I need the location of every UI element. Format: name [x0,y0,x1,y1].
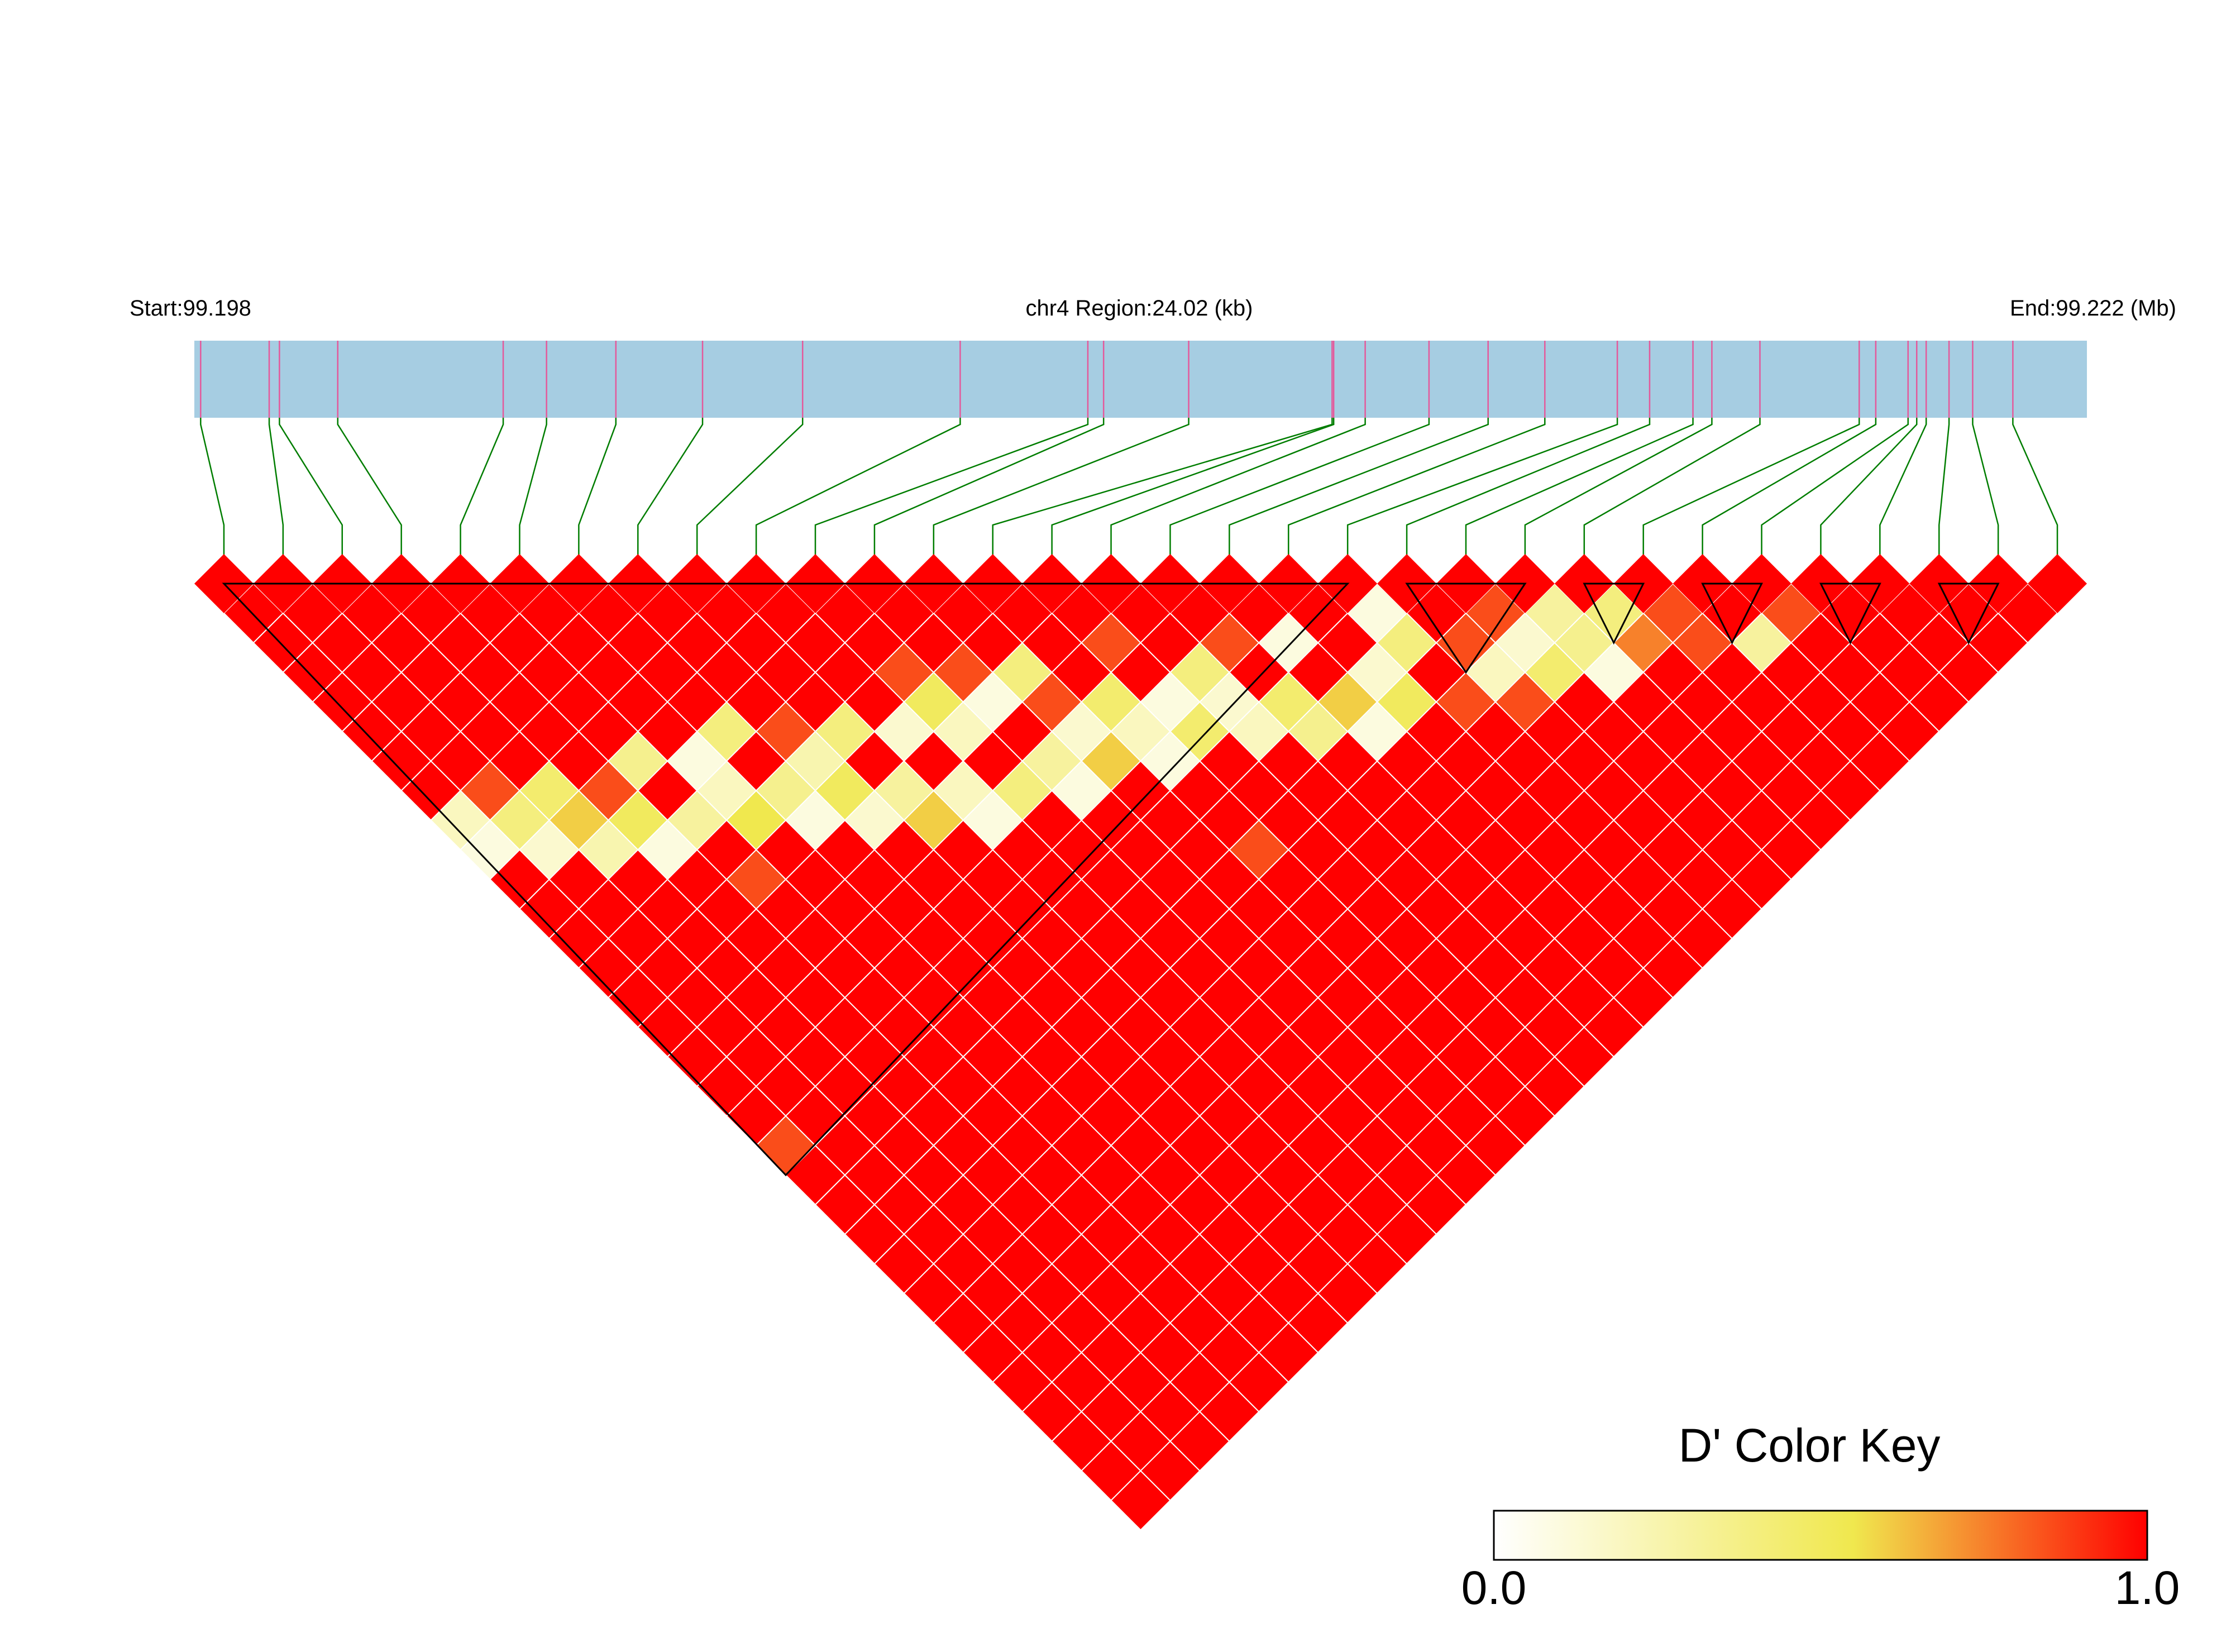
marker-connector [1288,418,1546,572]
marker-connector [460,418,504,572]
ld-block-outline [1701,583,1763,645]
marker-connector [1642,418,1860,572]
ld-cells [194,554,2087,1531]
marker-connector [1879,418,1927,572]
marker-connector [519,418,547,572]
region-start-label: Start:99.198 [130,296,251,321]
ld-block-outline [1937,583,2000,645]
marker-connector [1761,418,1909,572]
marker-connector [755,418,961,572]
marker-connector [268,418,284,572]
ld-block-outlines [222,583,2000,1177]
gene-track-bar [194,341,2087,418]
region-size-label: chr4 Region:24.02 (kb) [1025,296,1253,321]
marker-connector [1110,418,1366,572]
marker-connector [1702,418,1877,572]
ld-block-outline [1583,583,1645,645]
marker-diamond [2028,554,2087,613]
color-key-title: D' Color Key [1678,1419,1941,1472]
marker-connector [1938,418,1950,572]
color-key-min-label: 0.0 [1461,1562,1527,1614]
marker-connector [200,418,225,572]
marker-connector [696,418,804,572]
ld-block-outline [1405,583,1527,674]
marker-connector [578,418,617,572]
marker-connector [992,418,1333,572]
color-key-bar [1493,1510,2148,1561]
marker-connector [1346,418,1618,572]
marker-connector [814,418,1089,572]
marker-connector [1229,418,1489,572]
marker-connector [1524,418,1713,572]
marker-connector [637,418,704,572]
marker-connector [2012,418,2058,572]
marker-connector [1169,418,1430,572]
marker-connector [1406,418,1651,572]
marker-connector [279,418,343,572]
marker-connector [1820,418,1918,572]
marker-connector [1583,418,1761,572]
color-key [1493,1510,2148,1561]
marker-connector [1051,418,1335,572]
region-end-label: End:99.222 (Mb) [2010,296,2176,321]
ld-block-outline [222,583,1350,1177]
marker-connector [337,418,402,572]
marker-connector [933,418,1189,572]
gene-track [194,341,2087,418]
marker-connectors [200,418,2058,572]
color-key-max-label: 1.0 [2114,1562,2180,1614]
marker-connector [873,418,1105,572]
ld-block-outline [1819,583,1881,645]
marker-connector [1972,418,1999,572]
marker-connector [1465,418,1694,572]
